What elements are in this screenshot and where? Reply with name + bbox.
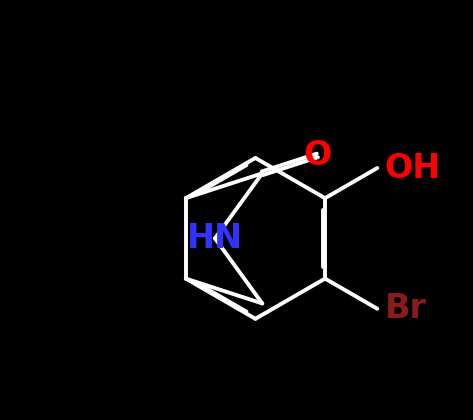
Text: Br: Br (385, 292, 427, 325)
Text: OH: OH (385, 152, 441, 184)
Text: O: O (303, 139, 332, 172)
Text: HN: HN (187, 222, 243, 255)
